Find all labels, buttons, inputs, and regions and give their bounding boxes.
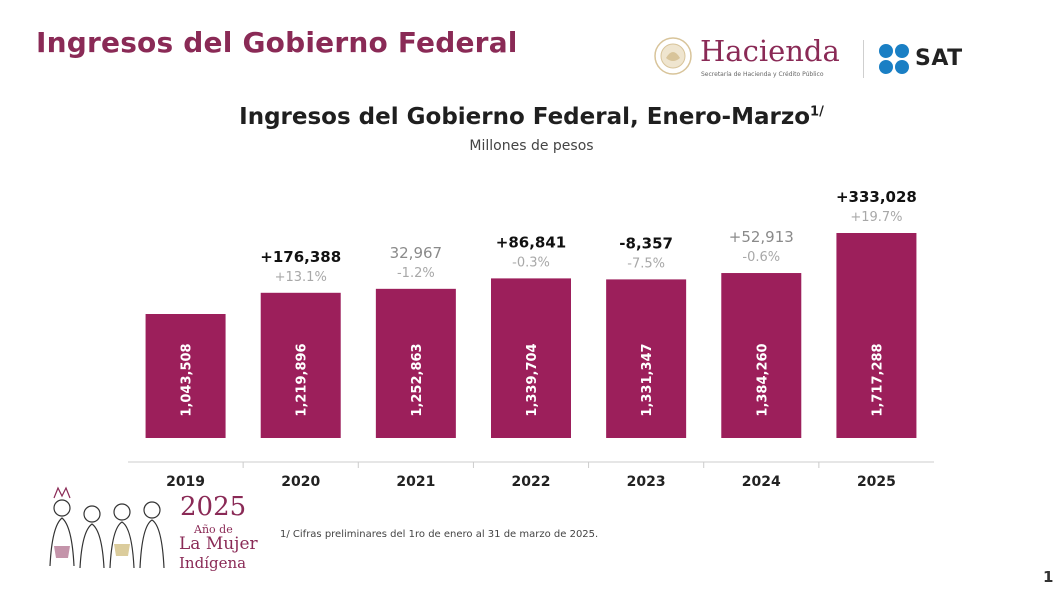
logo-divider xyxy=(863,40,864,78)
x-tick-label: 2023 xyxy=(627,474,666,490)
indigenous-women-illustration-icon xyxy=(49,486,165,569)
pct-change-label: +13.1% xyxy=(275,270,327,285)
pct-change-label: -0.3% xyxy=(512,255,550,270)
change-label: -8,357 xyxy=(619,234,673,252)
national-seal-icon xyxy=(654,37,692,75)
change-label: +86,841 xyxy=(496,233,566,251)
x-tick-label: 2019 xyxy=(166,474,205,490)
bar-value-label: 1,331,347 xyxy=(640,343,655,416)
page-number: 1 xyxy=(1043,568,1054,586)
chart-title-text: Ingresos del Gobierno Federal, Enero-Mar… xyxy=(239,104,811,130)
sat-logo-text: SAT xyxy=(915,46,963,71)
year-logo-line2: La Mujer xyxy=(179,534,258,554)
bar-2025 xyxy=(836,233,917,438)
bar-2019 xyxy=(145,314,226,438)
x-tick-label: 2020 xyxy=(281,474,320,490)
hacienda-logo-text: Hacienda xyxy=(700,34,840,68)
pct-change-label: -1.2% xyxy=(397,266,435,281)
year-logo-line1: Año de xyxy=(194,523,233,536)
chart-subtitle: Millones de pesos xyxy=(469,138,594,154)
pct-change-label: -0.6% xyxy=(742,250,780,265)
x-tick-label: 2024 xyxy=(742,474,781,490)
x-tick-label: 2022 xyxy=(512,474,551,490)
year-logo-year: 2025 xyxy=(180,492,247,522)
hacienda-logo-subtitle: Secretaría de Hacienda y Crédito Público xyxy=(701,71,824,78)
anio-mujer-indigena-logo: 2025 Año de La Mujer Indígena xyxy=(40,486,280,576)
x-tick-label: 2025 xyxy=(857,474,896,490)
bar-value-label: 1,043,508 xyxy=(180,343,195,416)
bar-value-label: 1,717,288 xyxy=(870,343,885,416)
bar-value-label: 1,384,260 xyxy=(755,343,770,416)
pct-change-label: +19.7% xyxy=(850,210,902,225)
bar-value-label: 1,252,863 xyxy=(410,343,425,416)
footnote: 1/ Cifras preliminares del 1ro de enero … xyxy=(280,529,599,540)
change-label: 32,967 xyxy=(390,244,443,262)
bar-value-label: 1,339,704 xyxy=(525,343,540,416)
chart-title: Ingresos del Gobierno Federal, Enero-Mar… xyxy=(0,104,1063,130)
hacienda-sat-logos: Hacienda Secretaría de Hacienda y Crédit… xyxy=(645,34,1045,84)
change-label: +176,388 xyxy=(260,248,341,266)
sat-logo-icon xyxy=(879,44,909,74)
bar-2023 xyxy=(606,279,687,438)
change-label: +52,913 xyxy=(729,228,794,246)
x-tick-label: 2021 xyxy=(396,474,435,490)
pct-change-label: -7.5% xyxy=(627,256,665,271)
chart-title-footnote-mark: 1/ xyxy=(810,104,824,120)
bar-2024 xyxy=(721,273,802,438)
page-title: Ingresos del Gobierno Federal xyxy=(36,26,518,59)
bar-2021 xyxy=(375,288,456,438)
change-label: +333,028 xyxy=(836,188,917,206)
year-logo-line3: Indígena xyxy=(179,554,247,572)
bar-value-label: 1,219,896 xyxy=(295,343,310,416)
bar-2022 xyxy=(491,278,571,438)
bar-2020 xyxy=(260,292,341,438)
